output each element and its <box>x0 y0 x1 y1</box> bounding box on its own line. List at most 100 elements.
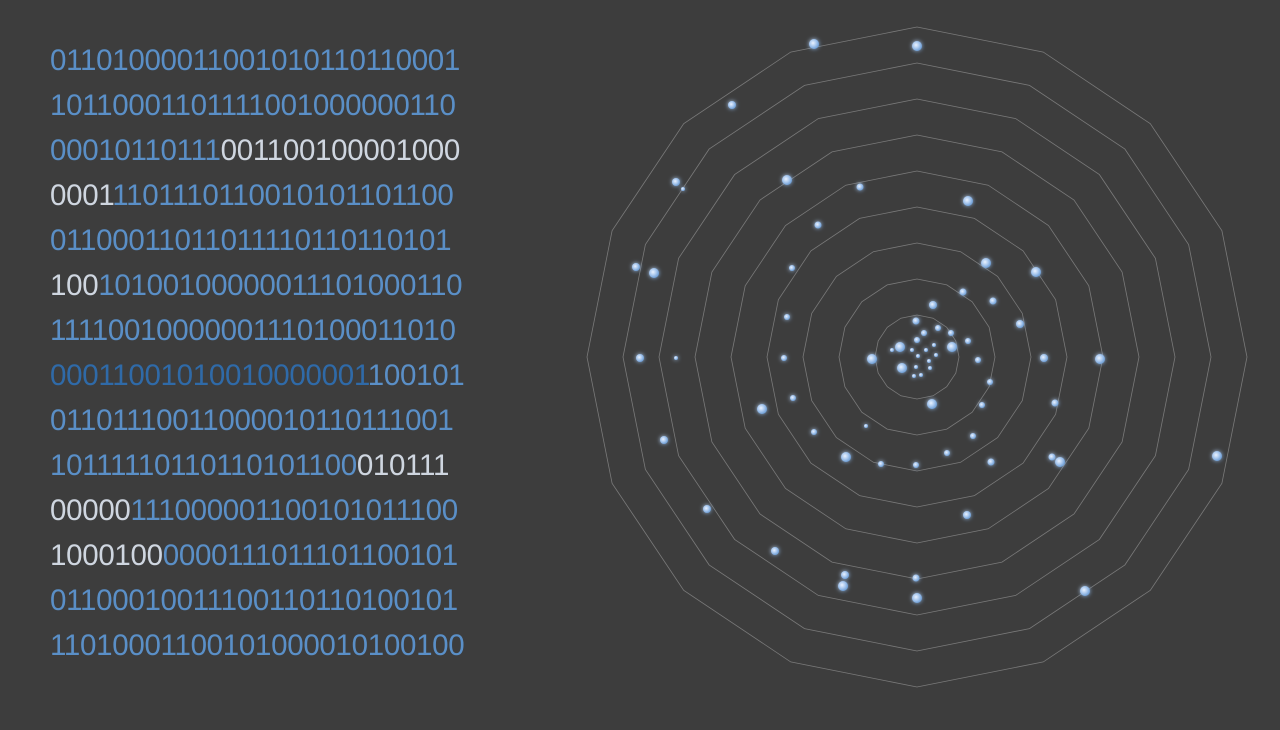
dot <box>916 354 920 358</box>
dot <box>979 402 985 408</box>
ring <box>586 26 1248 688</box>
dot <box>856 183 864 191</box>
binary-segment: 111000001100101011100 <box>130 494 459 527</box>
scattered-dots <box>632 39 1222 603</box>
dot <box>914 365 918 369</box>
dot <box>660 436 668 444</box>
binary-segment: 10110001101111001000000110 <box>50 89 456 122</box>
binary-row: 1001010010000001110100011010010100100000… <box>50 269 550 314</box>
binary-segment: 11110010000001110100011010 <box>50 314 456 347</box>
binary-row: 1101000110010100001010010011010001100101… <box>50 629 550 674</box>
dot <box>867 354 877 364</box>
dot <box>912 41 922 51</box>
binary-segment: 11010001100101000010100100 <box>50 629 465 662</box>
binary-segment: 010111 <box>356 449 450 482</box>
dot <box>912 574 920 582</box>
dot <box>928 366 932 370</box>
dot <box>782 175 792 185</box>
dot <box>784 314 790 320</box>
dot <box>913 462 919 468</box>
binary-segment: 01100011011011 <box>50 224 265 257</box>
dot <box>970 433 976 439</box>
binary-row: 0001100101001000000110010100011001010010… <box>50 359 550 404</box>
binary-row: 1111001000000111010001101011110010000001… <box>50 314 550 359</box>
dot <box>927 399 937 409</box>
dot <box>963 511 971 519</box>
dot <box>1080 586 1090 596</box>
dot <box>771 547 779 555</box>
dot <box>895 342 905 352</box>
ring <box>622 62 1212 652</box>
binary-segment: 0110100001100101011011000 <box>50 44 444 77</box>
dot <box>929 301 937 309</box>
dot <box>927 359 931 363</box>
dot <box>838 581 848 591</box>
dot <box>987 458 995 466</box>
dot <box>1095 354 1105 364</box>
binary-segment: 01101110011000010110111001 <box>50 404 454 437</box>
dot <box>934 353 938 357</box>
dot <box>649 268 659 278</box>
dot <box>910 348 914 352</box>
binary-row: 0110001101101111011011010101100011011011… <box>50 224 550 269</box>
dot <box>636 354 644 362</box>
dot <box>959 288 967 296</box>
binary-segment: 01100010011100110110100101 <box>50 584 458 617</box>
dot <box>790 395 796 401</box>
binary-segment: 00010110111 <box>50 134 221 167</box>
dot <box>963 196 973 206</box>
dot <box>981 258 991 268</box>
dot <box>632 263 640 271</box>
binary-segment: 0001 <box>50 179 114 212</box>
dot <box>987 379 993 385</box>
dot <box>728 101 736 109</box>
binary-segment: 100101 <box>367 359 465 392</box>
binary-row: 1011000110111100100000011010110001101111… <box>50 89 550 134</box>
radial-dot-diagram <box>586 26 1248 688</box>
binary-row: 0001110111011001010110110000011101110110… <box>50 179 550 224</box>
ring <box>730 170 1104 544</box>
dot <box>814 221 822 229</box>
binary-code-panel: 0110100001100101011011000101101000011001… <box>50 44 550 674</box>
dot <box>914 337 920 343</box>
binary-row: 0110001001110011011010010101100010011100… <box>50 584 550 629</box>
dot <box>912 593 922 603</box>
dot <box>965 338 971 344</box>
dot <box>757 404 767 414</box>
dot <box>789 265 795 271</box>
binary-row: 0000011100000110010101110000000111000001… <box>50 494 550 539</box>
dot <box>703 505 711 513</box>
dot <box>864 424 868 428</box>
dot <box>811 429 817 435</box>
dot <box>1048 453 1056 461</box>
dot <box>897 363 907 373</box>
dot <box>890 348 894 352</box>
ring <box>658 98 1176 616</box>
ring <box>874 314 960 400</box>
binary-segment: 100 <box>50 269 99 302</box>
dot <box>912 317 920 325</box>
dot <box>1051 399 1059 407</box>
dot <box>878 461 884 467</box>
binary-segment: 1000100 <box>50 539 163 572</box>
dot <box>781 355 787 361</box>
dot <box>975 357 981 363</box>
dot <box>1016 320 1024 328</box>
ring <box>838 278 996 436</box>
binary-row: 0110100001100101011011000101101000011001… <box>50 44 550 89</box>
dot <box>841 571 849 579</box>
dot <box>1212 451 1222 461</box>
binary-row: 1011111011011010110001011110111110110110… <box>50 449 550 494</box>
binary-segment: 10100100000011101000110 <box>98 269 463 302</box>
dot <box>912 374 916 378</box>
binary-row: 0110111001100001011011100101101110011000… <box>50 404 550 449</box>
dot <box>1055 457 1065 467</box>
dot <box>944 450 950 456</box>
dot <box>989 297 997 305</box>
binary-segment: 00000 <box>50 494 131 527</box>
dot <box>1031 267 1041 277</box>
ring <box>802 242 1032 472</box>
binary-segment: 001100100001000 <box>220 134 461 167</box>
dot <box>841 452 851 462</box>
binary-row: 1000100000011101110110010110001000000111… <box>50 539 550 584</box>
